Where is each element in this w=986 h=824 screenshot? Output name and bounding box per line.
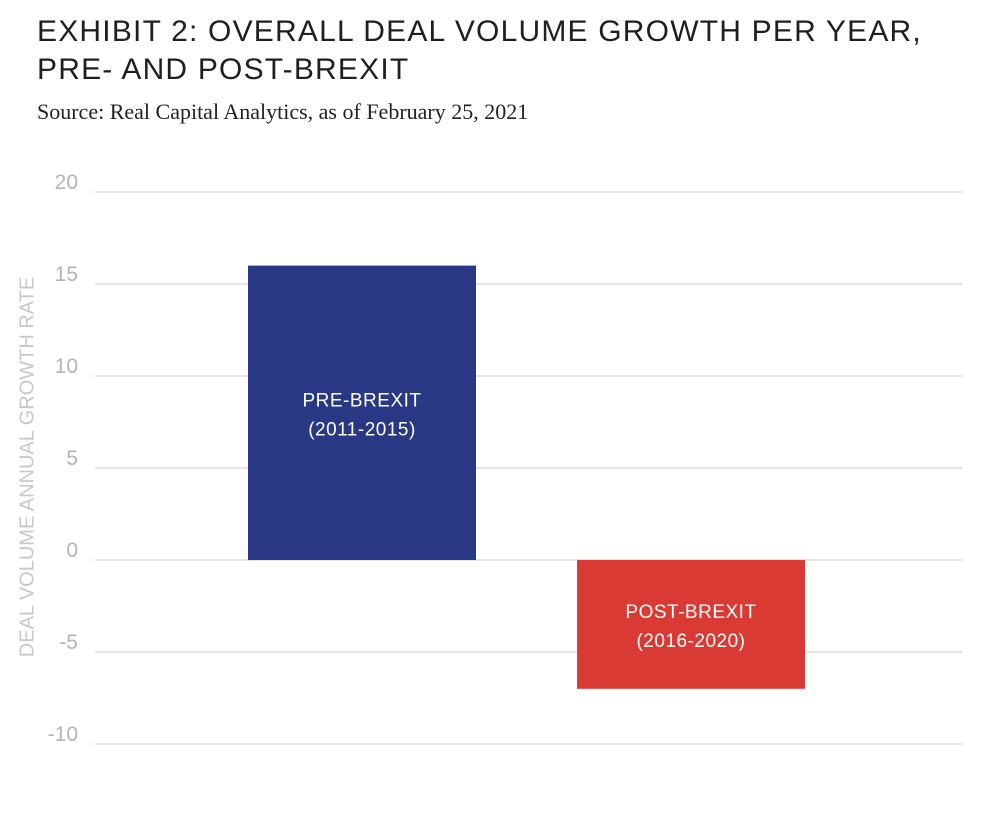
bar-label: (2016-2020) xyxy=(636,631,745,652)
y-tick-label: 20 xyxy=(55,171,78,194)
bar-labels: PRE-BREXIT (2011-2015) POST-BREXIT (2016-20… xyxy=(302,390,756,652)
bar-label: (2011-2015) xyxy=(308,419,416,440)
y-tick-label: 15 xyxy=(55,263,78,286)
y-tick-label: 0 xyxy=(66,539,78,562)
bar-1 xyxy=(577,560,805,689)
y-tick-labels: 20 15 10 5 0 -5 -10 xyxy=(48,171,78,746)
y-tick-label: 5 xyxy=(66,447,78,470)
y-tick-label: -5 xyxy=(59,631,78,654)
y-tick-label: 10 xyxy=(55,355,78,378)
bar-0 xyxy=(248,265,476,560)
gridlines xyxy=(95,191,962,745)
bar-label: POST-BREXIT xyxy=(625,602,756,623)
y-tick-label: -10 xyxy=(48,723,78,746)
bar-label: PRE-BREXIT xyxy=(302,390,421,411)
bars xyxy=(248,265,805,689)
chart-source: Source: Real Capital Analytics, as of Fe… xyxy=(37,99,529,124)
chart-title: EXHIBIT 2: OVERALL DEAL VOLUME GROWTH PE… xyxy=(37,15,922,86)
